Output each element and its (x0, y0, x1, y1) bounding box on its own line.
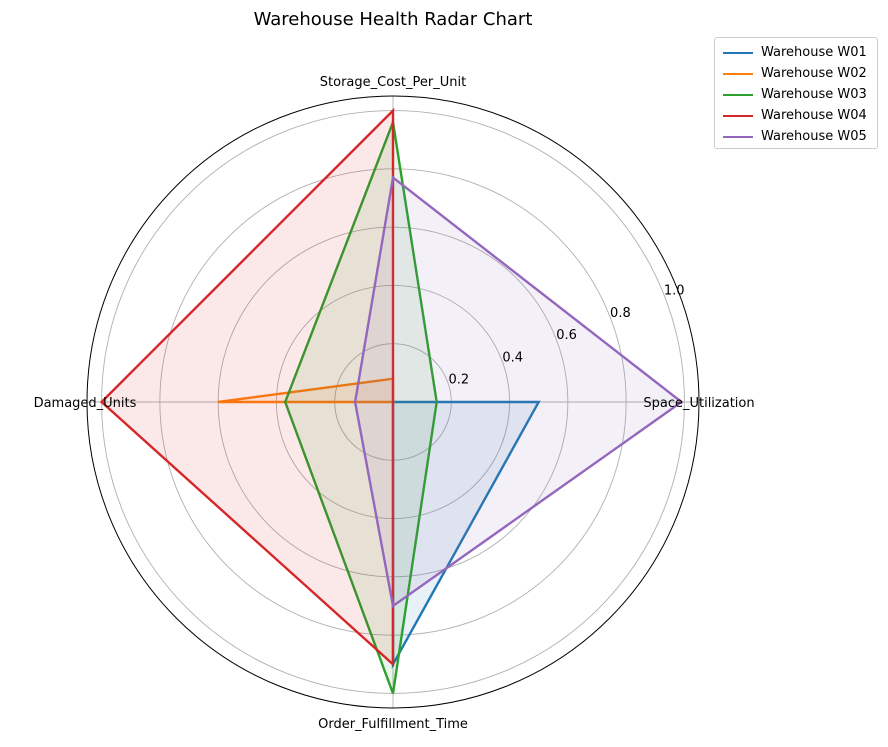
axis-label: Damaged_Units (34, 396, 137, 411)
radial-tick-label: 0.8 (610, 306, 631, 321)
legend-item: Warehouse W02 (723, 63, 869, 84)
legend-item: Warehouse W04 (723, 105, 869, 126)
legend-label: Warehouse W03 (761, 87, 867, 102)
legend-label: Warehouse W01 (761, 45, 867, 60)
chart-title: Warehouse Health Radar Chart (254, 9, 533, 30)
legend-swatch (723, 135, 753, 138)
axis-label: Order_Fulfillment_Time (318, 717, 468, 732)
legend-label: Warehouse W02 (761, 66, 867, 81)
radial-tick-label: 0.6 (556, 328, 577, 343)
legend-item: Warehouse W03 (723, 84, 869, 105)
radar-series (99, 107, 684, 694)
series-fill (355, 177, 682, 606)
legend-swatch (723, 93, 753, 96)
radar-labels: Space_Utilization Storage_Cost_Per_Unit Da… (34, 75, 755, 732)
series-line (353, 175, 684, 609)
series-line (99, 107, 395, 667)
legend-label: Warehouse W05 (761, 129, 867, 144)
series-fill (285, 122, 437, 694)
axis-label: Storage_Cost_Per_Unit (320, 75, 466, 90)
radial-tick-label: 0.4 (502, 350, 523, 365)
legend: Warehouse W01 Warehouse W02 Warehouse W03 W… (714, 37, 878, 149)
series-fill (101, 110, 393, 665)
legend-label: Warehouse W04 (761, 108, 867, 123)
radial-tick-label: 1.0 (664, 283, 685, 298)
radial-tick-label: 0.2 (449, 373, 470, 388)
legend-swatch (723, 51, 753, 54)
legend-swatch (723, 72, 753, 75)
legend-swatch (723, 114, 753, 117)
legend-item: Warehouse W01 (723, 42, 869, 63)
polar-frame (86, 95, 700, 709)
legend-item: Warehouse W05 (723, 126, 869, 147)
axis-label: Space_Utilization (643, 396, 754, 411)
